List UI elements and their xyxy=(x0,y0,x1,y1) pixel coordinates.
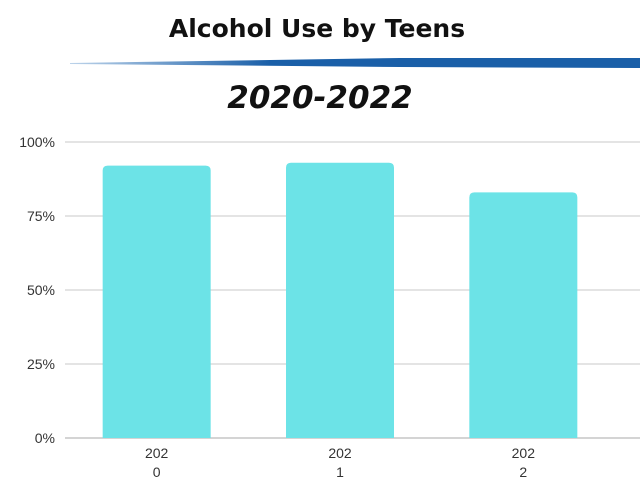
bar xyxy=(102,165,211,438)
y-tick-label: 75% xyxy=(27,208,55,224)
y-tick-label: 100% xyxy=(19,134,55,150)
x-tick-label: 2 xyxy=(519,464,527,480)
y-tick-label: 25% xyxy=(27,356,55,372)
chart-title: Alcohol Use by Teens xyxy=(168,14,466,43)
bar xyxy=(286,162,394,438)
chart-subtitle: 2020-2022 xyxy=(227,80,413,116)
header-banner-stripe xyxy=(70,58,640,68)
x-tick-label: 0 xyxy=(153,464,161,480)
x-tick-label: 1 xyxy=(336,464,344,480)
x-tick-label: 202 xyxy=(328,445,352,461)
y-tick-label: 0% xyxy=(35,430,55,446)
bar xyxy=(469,192,578,438)
x-tick-label: 202 xyxy=(512,445,536,461)
y-tick-label: 50% xyxy=(27,282,55,298)
banner-shape xyxy=(70,58,640,68)
x-tick-label: 202 xyxy=(145,445,169,461)
